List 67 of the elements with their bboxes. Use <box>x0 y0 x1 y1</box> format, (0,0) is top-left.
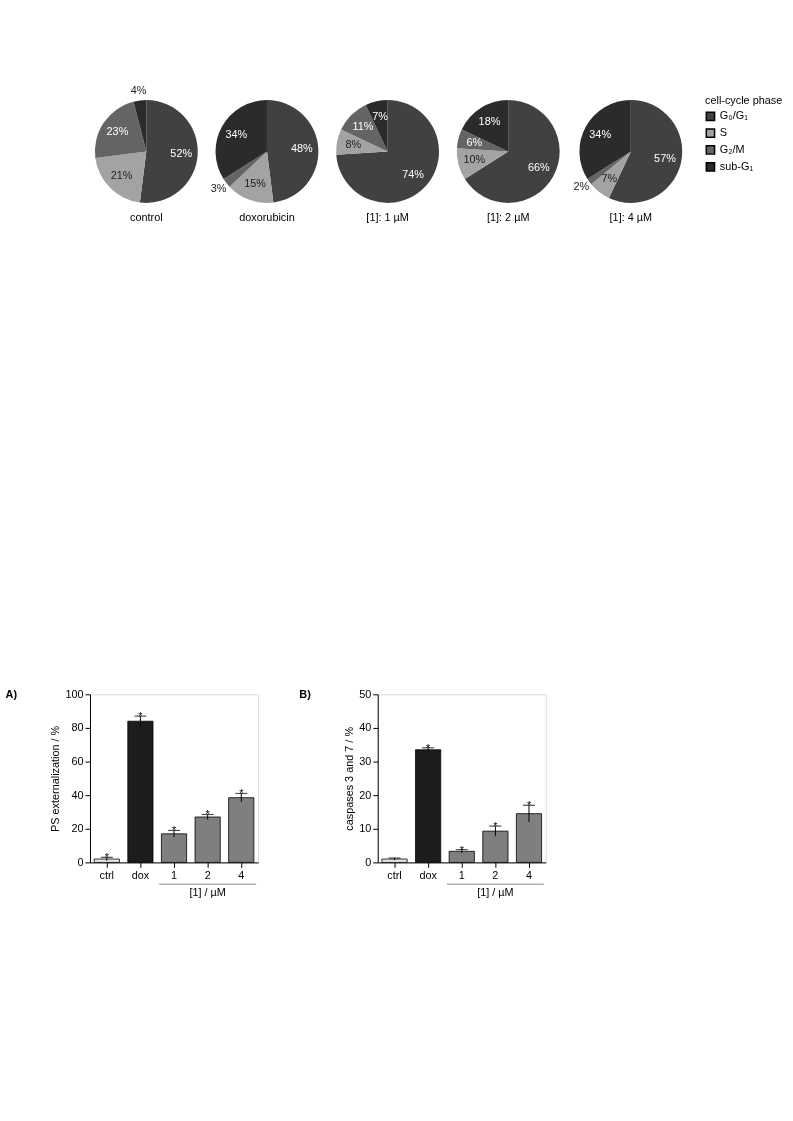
y-tick-label: 60 <box>71 755 84 767</box>
x-tick-label: 2 <box>204 868 211 881</box>
data-label: 8% <box>345 137 362 150</box>
text: [1] / µM <box>189 886 226 899</box>
x-tick-label: 2 <box>492 868 499 881</box>
text: control <box>130 210 163 223</box>
y-tick-label: 0 <box>365 855 372 868</box>
data-label: 48% <box>290 142 314 155</box>
y-tick-label: 50 <box>359 687 372 700</box>
data-label: 52% <box>170 146 193 159</box>
data-label: 34% <box>589 127 612 140</box>
y-tick-label: 40 <box>359 721 372 734</box>
text: doxorubicin <box>239 210 295 223</box>
y-tick-label: 40 <box>71 788 84 801</box>
data-label: 15% <box>244 177 267 190</box>
annotation: * <box>426 741 432 754</box>
chart-title: A) <box>5 688 18 701</box>
x-tick-label: ctrl <box>99 868 115 881</box>
legend-label: sub-G₁ <box>719 159 754 172</box>
text: [1] / µM <box>477 886 514 899</box>
data-label: 57% <box>654 152 677 165</box>
data-label: 6% <box>466 135 483 148</box>
legend-label: G₂/M <box>719 142 745 155</box>
x-tick-label: dox <box>131 868 150 881</box>
y-tick-label: 20 <box>359 788 372 801</box>
annotation: * <box>526 799 532 812</box>
x-tick-label: 4 <box>238 868 245 881</box>
data-label: 66% <box>528 161 551 174</box>
y-tick-label: 10 <box>359 822 372 835</box>
chart-title: B) <box>299 688 312 701</box>
data-label: 18% <box>478 114 501 127</box>
legend-label: S <box>719 126 728 139</box>
data-label: 4% <box>130 83 147 96</box>
y-tick-label: 20 <box>71 822 84 835</box>
data-label: 7% <box>372 110 389 123</box>
data-label: 3% <box>210 182 227 195</box>
data-label: 74% <box>402 168 425 181</box>
legend-label: G₀/G₁ <box>719 109 749 122</box>
x-tick-label: ctrl <box>387 868 402 881</box>
x-tick-label: 1 <box>171 868 178 881</box>
x-tick-label: 4 <box>525 868 533 881</box>
y-axis-title: PS externalization / % <box>49 725 62 832</box>
data-label: 34% <box>225 127 248 140</box>
text: [1]: 4 µM <box>609 210 653 223</box>
legend-title: cell-cycle phase <box>705 94 783 107</box>
y-tick-label: 30 <box>359 755 372 767</box>
data-label: 23% <box>106 124 129 137</box>
text: [1]: 2 µM <box>487 210 530 223</box>
x-tick-label: dox <box>419 868 438 881</box>
text: [1]: 1 µM <box>366 210 409 223</box>
data-label: 10% <box>463 153 486 166</box>
y-axis-title: caspases 3 and 7 / % <box>343 726 356 831</box>
annotation: * <box>459 843 465 856</box>
data-label: 21% <box>110 169 133 182</box>
data-label: 7% <box>601 172 618 185</box>
annotation: * <box>104 851 110 864</box>
annotation: * <box>239 787 245 800</box>
annotation: * <box>138 710 144 723</box>
y-tick-label: 80 <box>71 721 84 734</box>
data-label: 2% <box>573 180 590 193</box>
x-tick-label: 1 <box>458 868 465 881</box>
y-tick-label: 100 <box>65 687 84 700</box>
data-label: 11% <box>352 119 374 132</box>
y-tick-label: 0 <box>77 855 84 868</box>
annotation: * <box>493 820 499 833</box>
annotation: * <box>171 824 177 837</box>
annotation: * <box>205 808 211 821</box>
